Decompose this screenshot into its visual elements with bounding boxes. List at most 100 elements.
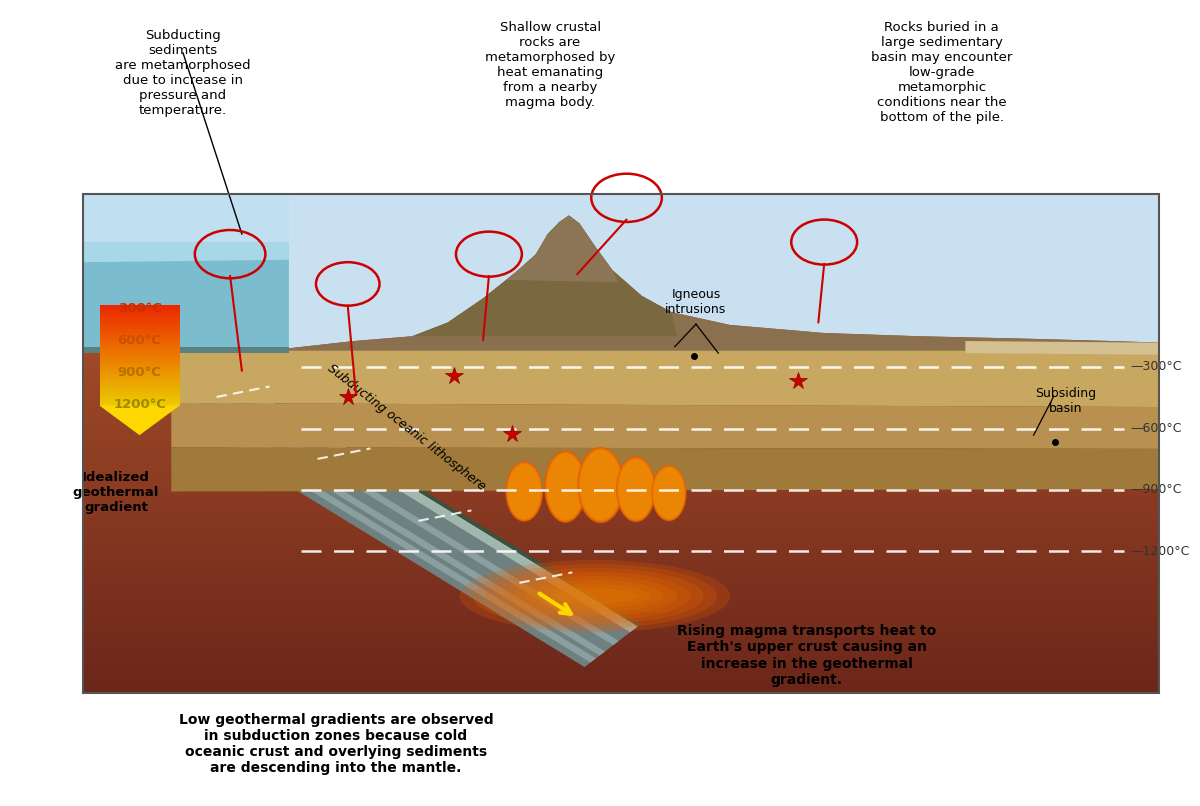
Ellipse shape <box>618 459 654 520</box>
Polygon shape <box>100 331 180 333</box>
Polygon shape <box>132 376 596 663</box>
Polygon shape <box>83 356 1159 362</box>
Polygon shape <box>100 326 180 327</box>
Polygon shape <box>83 331 1159 337</box>
Text: Rocks buried in a
large sedimentary
basin may encounter
low-grade
metamorphic
co: Rocks buried in a large sedimentary basi… <box>871 21 1013 124</box>
Polygon shape <box>100 396 180 397</box>
Ellipse shape <box>653 467 685 520</box>
Ellipse shape <box>577 447 624 523</box>
Polygon shape <box>83 537 1159 543</box>
Polygon shape <box>100 365 180 367</box>
Text: Idealized
geothermal
gradient: Idealized geothermal gradient <box>73 472 160 514</box>
Polygon shape <box>83 218 1159 225</box>
Polygon shape <box>83 318 1159 325</box>
Polygon shape <box>83 518 1159 524</box>
Polygon shape <box>100 380 180 382</box>
Polygon shape <box>100 390 180 392</box>
Text: 300°C: 300°C <box>118 302 162 315</box>
Polygon shape <box>83 206 1159 213</box>
Polygon shape <box>100 305 180 306</box>
Polygon shape <box>83 256 1159 263</box>
Polygon shape <box>83 242 289 262</box>
Polygon shape <box>83 468 1159 475</box>
Polygon shape <box>100 354 180 355</box>
Polygon shape <box>83 687 1159 692</box>
Polygon shape <box>100 370 180 372</box>
Ellipse shape <box>506 462 542 521</box>
Ellipse shape <box>653 466 685 520</box>
Polygon shape <box>100 347 180 349</box>
Polygon shape <box>100 320 180 322</box>
Text: Subducting
sediments
are metamorphosed
due to increase in
pressure and
temperatu: Subducting sediments are metamorphosed d… <box>115 29 251 117</box>
Ellipse shape <box>652 466 686 521</box>
Polygon shape <box>100 339 180 340</box>
Ellipse shape <box>486 568 703 625</box>
Polygon shape <box>83 430 1159 437</box>
Polygon shape <box>100 349 180 350</box>
Ellipse shape <box>580 449 622 521</box>
Polygon shape <box>83 649 1159 655</box>
Polygon shape <box>100 353 180 354</box>
Ellipse shape <box>460 560 730 633</box>
Polygon shape <box>83 393 1159 400</box>
Polygon shape <box>100 307 180 309</box>
Polygon shape <box>100 360 180 362</box>
Polygon shape <box>100 318 180 320</box>
Polygon shape <box>83 425 1159 430</box>
Polygon shape <box>83 562 1159 568</box>
Polygon shape <box>179 343 641 626</box>
Polygon shape <box>100 316 180 318</box>
Polygon shape <box>100 343 180 344</box>
Polygon shape <box>83 512 1159 518</box>
Polygon shape <box>100 372 180 373</box>
Ellipse shape <box>545 451 587 523</box>
Ellipse shape <box>580 450 622 520</box>
Text: —300°C: —300°C <box>1130 360 1182 373</box>
Polygon shape <box>100 397 180 398</box>
Polygon shape <box>100 393 180 394</box>
Polygon shape <box>100 373 180 374</box>
Polygon shape <box>100 392 180 393</box>
Text: Shallow crustal
rocks are
metamorphosed by
heat emanating
from a nearby
magma bo: Shallow crustal rocks are metamorphosed … <box>485 21 616 109</box>
Polygon shape <box>100 388 180 389</box>
Polygon shape <box>100 330 180 331</box>
Polygon shape <box>100 368 180 369</box>
Polygon shape <box>83 599 1159 605</box>
Polygon shape <box>83 580 1159 587</box>
Polygon shape <box>83 375 1159 381</box>
Ellipse shape <box>552 588 637 604</box>
Polygon shape <box>83 480 1159 487</box>
Polygon shape <box>100 379 180 380</box>
Ellipse shape <box>512 576 677 617</box>
Polygon shape <box>100 325 180 326</box>
Polygon shape <box>83 505 1159 512</box>
Polygon shape <box>100 334 180 335</box>
Text: Rising magma transports heat to
Earth's upper crust causing an
increase in the g: Rising magma transports heat to Earth's … <box>677 625 936 687</box>
Polygon shape <box>83 524 1159 530</box>
Text: 600°C: 600°C <box>118 334 162 347</box>
Ellipse shape <box>653 467 684 519</box>
Polygon shape <box>140 370 605 655</box>
Polygon shape <box>83 500 1159 505</box>
Polygon shape <box>83 405 1159 412</box>
Polygon shape <box>100 398 180 399</box>
Polygon shape <box>100 324 180 325</box>
Polygon shape <box>83 574 1159 580</box>
Ellipse shape <box>473 564 716 629</box>
Polygon shape <box>100 314 180 315</box>
Polygon shape <box>100 322 180 324</box>
Polygon shape <box>100 315 180 316</box>
Polygon shape <box>83 418 1159 425</box>
Polygon shape <box>83 263 1159 268</box>
Polygon shape <box>83 667 1159 674</box>
Polygon shape <box>413 215 677 336</box>
Polygon shape <box>83 624 1159 630</box>
Polygon shape <box>100 329 180 330</box>
Polygon shape <box>100 369 180 370</box>
Polygon shape <box>83 412 1159 418</box>
Polygon shape <box>83 493 1159 500</box>
Text: Low geothermal gradients are observed
in subduction zones because cold
oceanic c: Low geothermal gradients are observed in… <box>179 713 493 775</box>
Polygon shape <box>100 351 180 353</box>
Polygon shape <box>83 381 1159 387</box>
Polygon shape <box>83 275 1159 281</box>
